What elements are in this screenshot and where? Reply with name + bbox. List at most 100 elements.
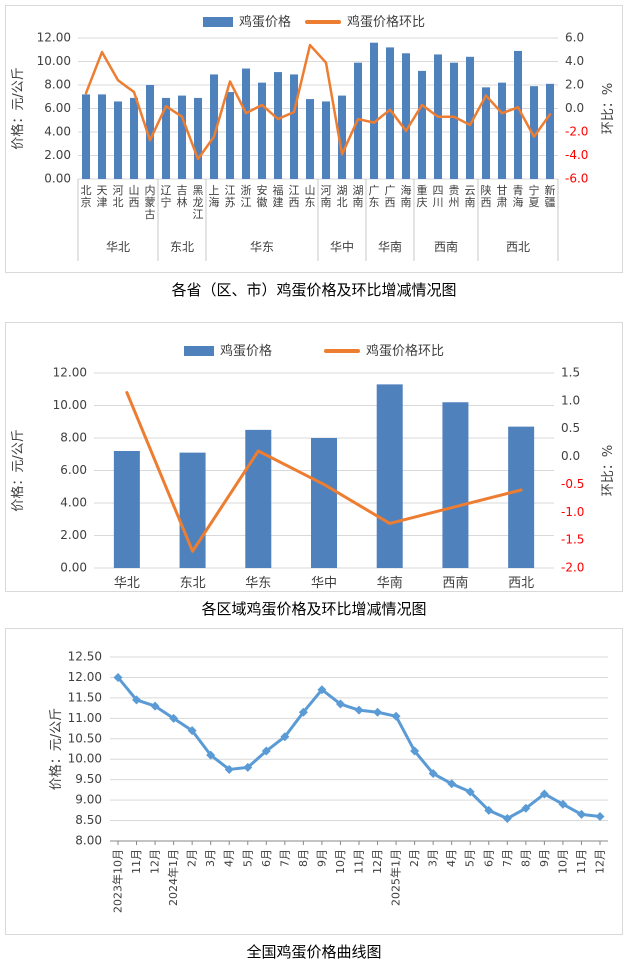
y-axis-tick: 8.00 xyxy=(75,834,102,848)
y-axis-tick: 11.00 xyxy=(68,711,102,725)
marker-3月 xyxy=(428,769,438,779)
province-label: 广东 xyxy=(369,184,380,209)
national-chart-panel: 8.00 8.50 9.00 9.50 10.00 10.50 11.00 11.50 12.0… xyxy=(5,628,623,935)
region-label: 西北 xyxy=(506,240,530,254)
region-label: 华中 xyxy=(311,576,337,591)
bar-重庆 xyxy=(418,70,426,179)
province-label: 四川 xyxy=(433,184,444,209)
region-label: 西南 xyxy=(434,239,458,254)
legend-label: 鸡蛋价格 xyxy=(219,343,272,359)
y-axis-tick: 9.00 xyxy=(75,793,102,807)
report-page: 鸡蛋价格 鸡蛋价格环比 0.00 2.00 4.00 6.00 8.00 10.00 12.… xyxy=(0,5,628,962)
province-label: 海南 xyxy=(401,183,412,209)
month-label: 8月 xyxy=(297,849,310,867)
province-label: 辽宁 xyxy=(161,184,172,209)
month-label: 8月 xyxy=(519,849,532,867)
province-label: 青海 xyxy=(513,184,524,209)
legend-item-mom: 鸡蛋价格环比 xyxy=(305,16,425,29)
left-axis-tick: 10.00 xyxy=(53,398,87,412)
y-axis-tick: 10.50 xyxy=(68,731,102,745)
left-axis-tick: 6.00 xyxy=(60,463,87,477)
province-label: 山西 xyxy=(129,184,140,209)
region-label: 西南 xyxy=(442,575,468,591)
province-label: 江西 xyxy=(289,184,300,209)
month-label: 9月 xyxy=(315,849,328,867)
province-label: 云南 xyxy=(465,184,476,209)
region-label: 华南 xyxy=(377,575,403,591)
bar-华中 xyxy=(311,438,337,568)
month-label: 4月 xyxy=(445,849,458,867)
national-chart-title: 全国鸡蛋价格曲线图 xyxy=(246,943,382,961)
marker-2月 xyxy=(410,746,420,756)
y-axis-tick: 12.00 xyxy=(68,670,102,684)
region-bar-line-chart: 0.00 2.00 4.00 6.00 8.00 10.00 12.00 -2.0 -1.5 -1… xyxy=(6,361,622,592)
marker-12月 xyxy=(150,701,160,711)
bar-广西 xyxy=(386,47,394,180)
province-label: 北京 xyxy=(81,184,92,209)
left-axis-tick: 8.00 xyxy=(60,431,87,445)
province-label: 山东 xyxy=(305,184,316,209)
province-bar-line-chart: 0.00 2.00 4.00 6.00 8.00 10.00 12.00 -6.0 -4.0 -2… xyxy=(6,32,622,272)
left-axis-tick: 4.00 xyxy=(60,496,87,510)
marker-3月 xyxy=(206,750,216,760)
region-chart-panel: 鸡蛋价格 鸡蛋价格环比 0.00 2.00 4.00 6.00 8.00 10.00 12.… xyxy=(5,322,623,592)
national-price-line xyxy=(116,675,602,821)
province-chart-panel: 鸡蛋价格 鸡蛋价格环比 0.00 2.00 4.00 6.00 8.00 10.00 12.… xyxy=(5,5,623,273)
bar-北京 xyxy=(82,94,90,179)
bar-海南 xyxy=(402,53,410,179)
left-axis-title: 价格：元/公斤 xyxy=(10,429,26,511)
bar-华南 xyxy=(376,384,403,568)
right-axis-tick: -1.0 xyxy=(561,505,584,519)
right-axis-tick: -0.5 xyxy=(561,477,584,491)
left-axis-tick: 8.00 xyxy=(44,78,71,92)
province-label: 宁夏 xyxy=(529,183,540,209)
region-chart-svg: 0.00 2.00 4.00 6.00 8.00 10.00 12.00 -2.0 -1.5 -1… xyxy=(10,366,616,592)
bar-辽宁 xyxy=(162,97,170,179)
bar-黑龙江 xyxy=(194,97,202,179)
legend-item-mom: 鸡蛋价格环比 xyxy=(324,345,444,358)
bar-西北 xyxy=(508,426,535,568)
right-axis-tick: 4.0 xyxy=(565,54,584,68)
region-label: 华北 xyxy=(114,576,140,591)
province-label: 陕西 xyxy=(481,183,492,209)
right-axis-tick: -6.0 xyxy=(565,172,588,186)
marker-9月 xyxy=(539,789,549,799)
province-label: 上海 xyxy=(209,184,220,209)
bar-series-swatch-icon xyxy=(202,17,233,27)
bar-吉林 xyxy=(178,95,186,179)
legend-label: 鸡蛋价格环比 xyxy=(347,14,426,30)
region-label: 西北 xyxy=(508,576,534,591)
month-label: 6月 xyxy=(482,849,495,867)
bar-河南 xyxy=(322,101,330,179)
marker-8月 xyxy=(298,707,308,717)
month-label: 5月 xyxy=(241,849,254,867)
bar-福建 xyxy=(274,72,282,179)
marker-5月 xyxy=(243,762,253,772)
bar-江苏 xyxy=(226,92,234,179)
month-label: 7月 xyxy=(501,849,514,867)
right-axis-tick: -2.0 xyxy=(565,125,588,139)
bar-河北 xyxy=(114,101,122,179)
y-axis-tick: 8.50 xyxy=(75,813,102,827)
marker-2023年10月 xyxy=(113,672,123,682)
month-label: 7月 xyxy=(278,849,291,867)
month-label: 4月 xyxy=(223,849,236,867)
legend-item-price: 鸡蛋价格 xyxy=(183,343,272,359)
province-label: 福建 xyxy=(273,183,284,209)
region-label: 华东 xyxy=(250,240,274,254)
national-chart-svg: 8.00 8.50 9.00 9.50 10.00 10.50 11.00 11.50 12.0… xyxy=(48,650,608,913)
data-point-markers xyxy=(113,672,605,824)
month-label: 12月 xyxy=(149,849,162,874)
mom-change-line xyxy=(125,391,523,553)
legend-item-price: 鸡蛋价格 xyxy=(202,16,291,29)
marker-2月 xyxy=(187,726,197,736)
left-axis-tick: 0.00 xyxy=(60,561,87,575)
region-label: 东北 xyxy=(170,240,194,254)
province-label: 新疆 xyxy=(545,183,556,209)
marker-9月 xyxy=(317,685,327,695)
bar-甘肃 xyxy=(498,82,506,179)
province-label: 河南 xyxy=(321,184,332,209)
left-axis-tick: 6.00 xyxy=(44,101,71,115)
province-label: 河北 xyxy=(113,184,124,209)
province-label: 广西 xyxy=(385,184,396,209)
